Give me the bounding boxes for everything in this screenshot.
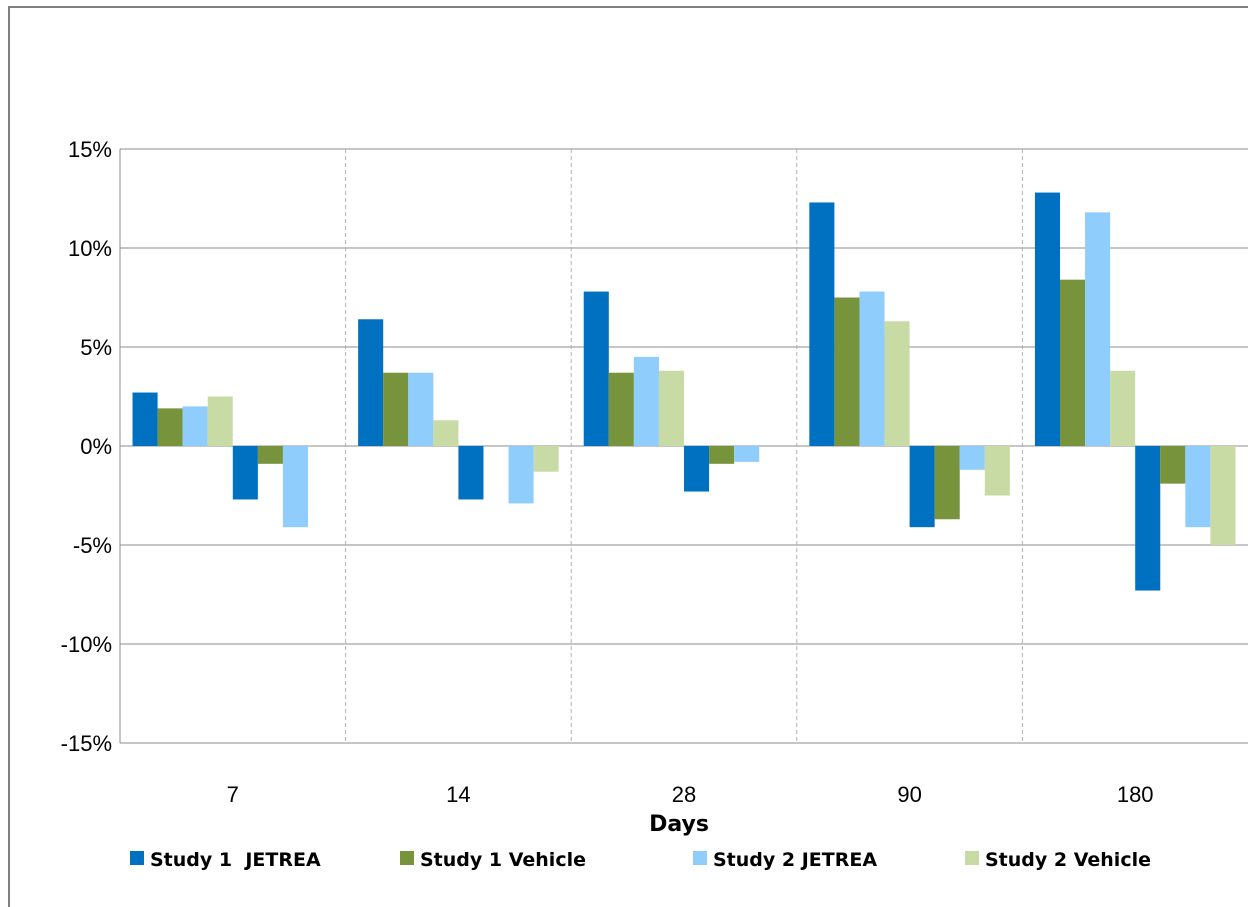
bar-3-negative-7 — [282, 446, 308, 528]
legend-label: Study 2 JETREA — [713, 849, 877, 871]
bar-4-positive-7 — [207, 396, 233, 446]
x-axis-ticks: 7 14 28 90 180 — [227, 782, 1154, 807]
bar-3-negative-28 — [734, 446, 760, 462]
bars — [132, 192, 1236, 591]
bar-1-negative-180 — [1135, 446, 1161, 591]
bar-4-positive-14 — [433, 420, 459, 446]
legend-swatch — [965, 851, 979, 865]
bar-4-negative-14 — [533, 446, 559, 472]
bar-3-negative-90 — [959, 446, 985, 470]
bar-4-positive-28 — [658, 370, 684, 446]
bar-4-positive-90 — [884, 321, 910, 446]
x-tick-label: 180 — [1117, 782, 1154, 807]
bar-2-negative-7 — [257, 446, 283, 464]
bar-3-positive-14 — [408, 372, 434, 446]
x-tick-label: 90 — [897, 782, 921, 807]
x-tick-label: 28 — [672, 782, 696, 807]
chart-frame — [8, 6, 1248, 907]
bar-1-positive-7 — [132, 392, 158, 446]
bar-4-negative-180 — [1210, 446, 1236, 545]
bar-1-positive-28 — [583, 291, 609, 446]
bar-3-negative-180 — [1185, 446, 1211, 528]
y-tick-label: 5% — [80, 335, 112, 360]
legend-swatch — [130, 851, 144, 865]
bar-2-negative-90 — [934, 446, 960, 520]
y-tick-label: 0% — [80, 434, 112, 459]
bar-1-negative-28 — [684, 446, 710, 492]
bar-1-negative-90 — [909, 446, 935, 528]
legend-swatch — [693, 851, 707, 865]
y-tick-label: 10% — [68, 236, 112, 261]
bar-2-positive-180 — [1060, 279, 1086, 446]
bar-2-positive-7 — [157, 408, 183, 446]
x-tick-label: 14 — [446, 782, 470, 807]
bar-3-positive-28 — [633, 356, 659, 446]
y-tick-label: -5% — [73, 533, 112, 558]
y-axis-ticks: 15% 10% 5% 0% -5% -10% -15% — [61, 137, 112, 756]
y-tick-label: -15% — [61, 731, 112, 756]
legend-swatch — [400, 851, 414, 865]
bar-2-negative-28 — [709, 446, 735, 464]
bar-3-negative-14 — [508, 446, 534, 504]
bar-1-positive-90 — [809, 202, 835, 446]
y-tick-label: -10% — [61, 632, 112, 657]
bar-2-negative-180 — [1160, 446, 1186, 484]
bar-3-positive-90 — [859, 291, 885, 446]
bar-3-positive-7 — [182, 406, 208, 446]
bar-2-positive-90 — [834, 297, 860, 446]
bar-1-negative-7 — [232, 446, 258, 500]
bar-1-negative-14 — [458, 446, 484, 500]
legend-label: Study 1 Vehicle — [420, 849, 586, 871]
bar-4-negative-90 — [984, 446, 1010, 496]
x-tick-label: 7 — [227, 782, 239, 807]
legend: Study 1 JETREA Study 1 Vehicle Study 2 JET… — [130, 849, 1151, 871]
legend-label: Study 2 Vehicle — [985, 849, 1151, 871]
bar-1-positive-180 — [1034, 192, 1060, 446]
bar-1-positive-14 — [358, 319, 384, 446]
bar-2-positive-28 — [608, 372, 634, 446]
y-tick-label: 15% — [68, 137, 112, 162]
bar-2-positive-14 — [383, 372, 409, 446]
x-axis-title: Days — [649, 812, 709, 837]
bar-4-positive-180 — [1110, 370, 1136, 446]
legend-label: Study 1 JETREA — [150, 849, 321, 871]
bar-3-positive-180 — [1085, 212, 1111, 446]
